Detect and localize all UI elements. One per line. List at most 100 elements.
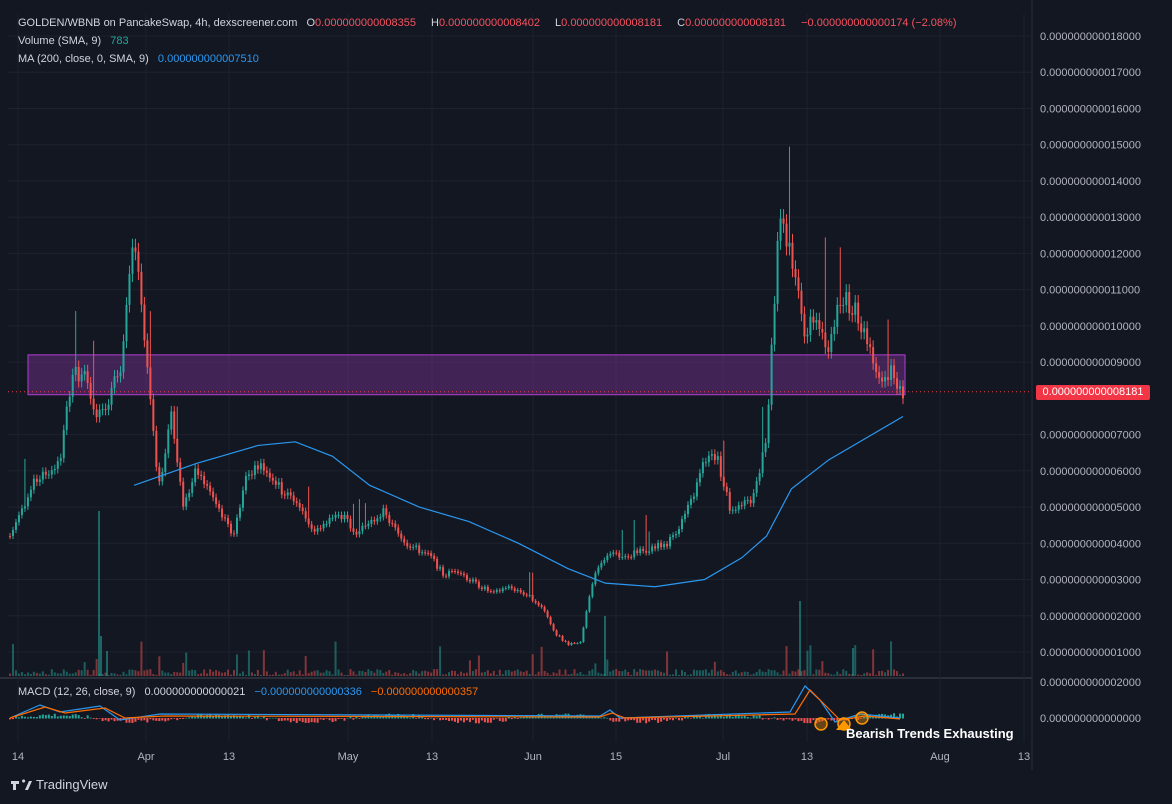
volume-bar <box>842 669 845 676</box>
candle-body <box>92 398 95 410</box>
volume-bar <box>510 671 513 676</box>
candle-body <box>764 443 767 453</box>
candle-body <box>77 366 80 382</box>
volume-bar <box>680 670 683 676</box>
macd-histogram-bar <box>692 716 695 719</box>
volume-bar <box>227 669 230 676</box>
candle-body <box>543 607 546 612</box>
volume-bar <box>206 673 209 676</box>
volume-bar <box>627 671 630 676</box>
volume-legend[interactable]: Volume (SMA, 9) 783 <box>18 35 135 47</box>
macd-histogram-bar <box>137 718 140 720</box>
price-axis[interactable]: 0.000000000018000 0.000000000017000 0.0000… <box>1040 31 1141 725</box>
candle-body <box>713 454 716 460</box>
grid-lines <box>0 0 1033 770</box>
candle-body <box>200 474 203 476</box>
volume-bar <box>785 646 788 676</box>
tradingview-logo[interactable]: TradingView <box>10 777 108 792</box>
symbol-title[interactable]: GOLDEN/WBNB on PancakeSwap, 4h, dexscree… <box>18 17 298 29</box>
volume-bar <box>65 671 68 676</box>
macd-histogram-bar <box>436 717 439 719</box>
macd-histogram-bar <box>331 718 334 723</box>
candle-body <box>170 411 173 430</box>
macd-histogram-bar <box>355 716 358 719</box>
candle-body <box>331 517 334 519</box>
volume-bar <box>98 511 100 676</box>
volume-bar <box>794 671 797 676</box>
macd-histogram-bar <box>761 718 764 720</box>
macd-histogram-bar <box>648 718 651 722</box>
volume-bar <box>307 673 310 676</box>
macd-histogram-bar <box>755 716 758 719</box>
volume-bar <box>161 670 164 676</box>
macd-histogram-bar <box>230 715 233 719</box>
ma-legend[interactable]: MA (200, close, 0, SMA, 9) 0.00000000000… <box>18 53 265 65</box>
volume-bar <box>678 674 681 676</box>
volume-bar <box>672 674 675 676</box>
y-tick-label: 0.000000000015000 <box>1040 140 1141 152</box>
macd-histogram-bar <box>486 718 489 723</box>
volume-bar <box>412 669 415 676</box>
candle-body <box>501 588 504 592</box>
moving-average-line <box>133 415 904 588</box>
candle-body <box>683 513 686 520</box>
macd-histogram-bar <box>128 718 131 723</box>
volume-bar <box>349 669 352 676</box>
volume-bar <box>657 670 660 676</box>
volume-bar <box>471 671 474 676</box>
volume-bar <box>340 672 343 676</box>
candle-body <box>459 572 462 574</box>
macd-histogram-bar <box>227 715 230 719</box>
candle-body <box>657 542 660 549</box>
volume-bar <box>633 669 636 676</box>
macd-histogram-bar <box>442 718 445 720</box>
candle-body <box>44 471 47 475</box>
volume-bar <box>436 669 439 676</box>
candle-body <box>570 642 573 645</box>
volume-bar <box>250 672 253 676</box>
macd-histogram-bar <box>274 717 277 719</box>
volume-bar <box>615 669 618 676</box>
volume-bar <box>642 669 645 676</box>
candle-body <box>370 519 373 524</box>
candle-body <box>80 374 83 382</box>
volume-bar <box>776 672 779 676</box>
macd-histogram-bar <box>645 718 648 724</box>
macd-histogram-bar <box>343 718 346 721</box>
candle-body <box>528 594 531 596</box>
volume-bar <box>890 641 893 676</box>
candle-body <box>301 507 304 512</box>
volume-bar <box>698 670 701 676</box>
volume-bar <box>44 674 47 676</box>
volume-bar <box>800 671 803 676</box>
open-value: 0.000000000008355 <box>315 17 416 29</box>
volume-bar <box>152 673 155 676</box>
high-value: 0.000000000008402 <box>439 17 540 29</box>
candle-body <box>666 543 669 547</box>
macd-histogram-bar <box>244 717 247 719</box>
macd-histogram-bar <box>459 718 462 721</box>
volume-bar <box>456 674 459 676</box>
volume-bar <box>887 669 890 676</box>
time-axis[interactable]: 14 Apr 13 May 13 Jun 15 Jul 13 Aug 13 <box>12 751 1030 763</box>
volume-bar <box>498 669 501 676</box>
candle-body <box>227 518 230 524</box>
macd-histogram-bar <box>212 715 215 719</box>
candle-body <box>824 332 827 348</box>
candle-body <box>241 490 244 508</box>
macd-histogram-bar <box>698 716 701 719</box>
volume-bar <box>286 669 289 676</box>
macd-histogram-bar <box>552 716 555 719</box>
volume-bar <box>17 673 20 676</box>
volume-bar <box>624 669 627 676</box>
candle-body <box>203 475 206 485</box>
volume-value: 783 <box>110 35 129 47</box>
macd-histogram-bar <box>382 716 385 719</box>
candle-body <box>283 494 286 496</box>
volume-bar <box>737 673 740 676</box>
volume-bar <box>755 671 758 676</box>
macd-legend[interactable]: MACD (12, 26, close, 9) 0.00000000000002… <box>18 686 484 698</box>
volume-bar <box>902 673 904 676</box>
volume-bar <box>534 674 537 676</box>
